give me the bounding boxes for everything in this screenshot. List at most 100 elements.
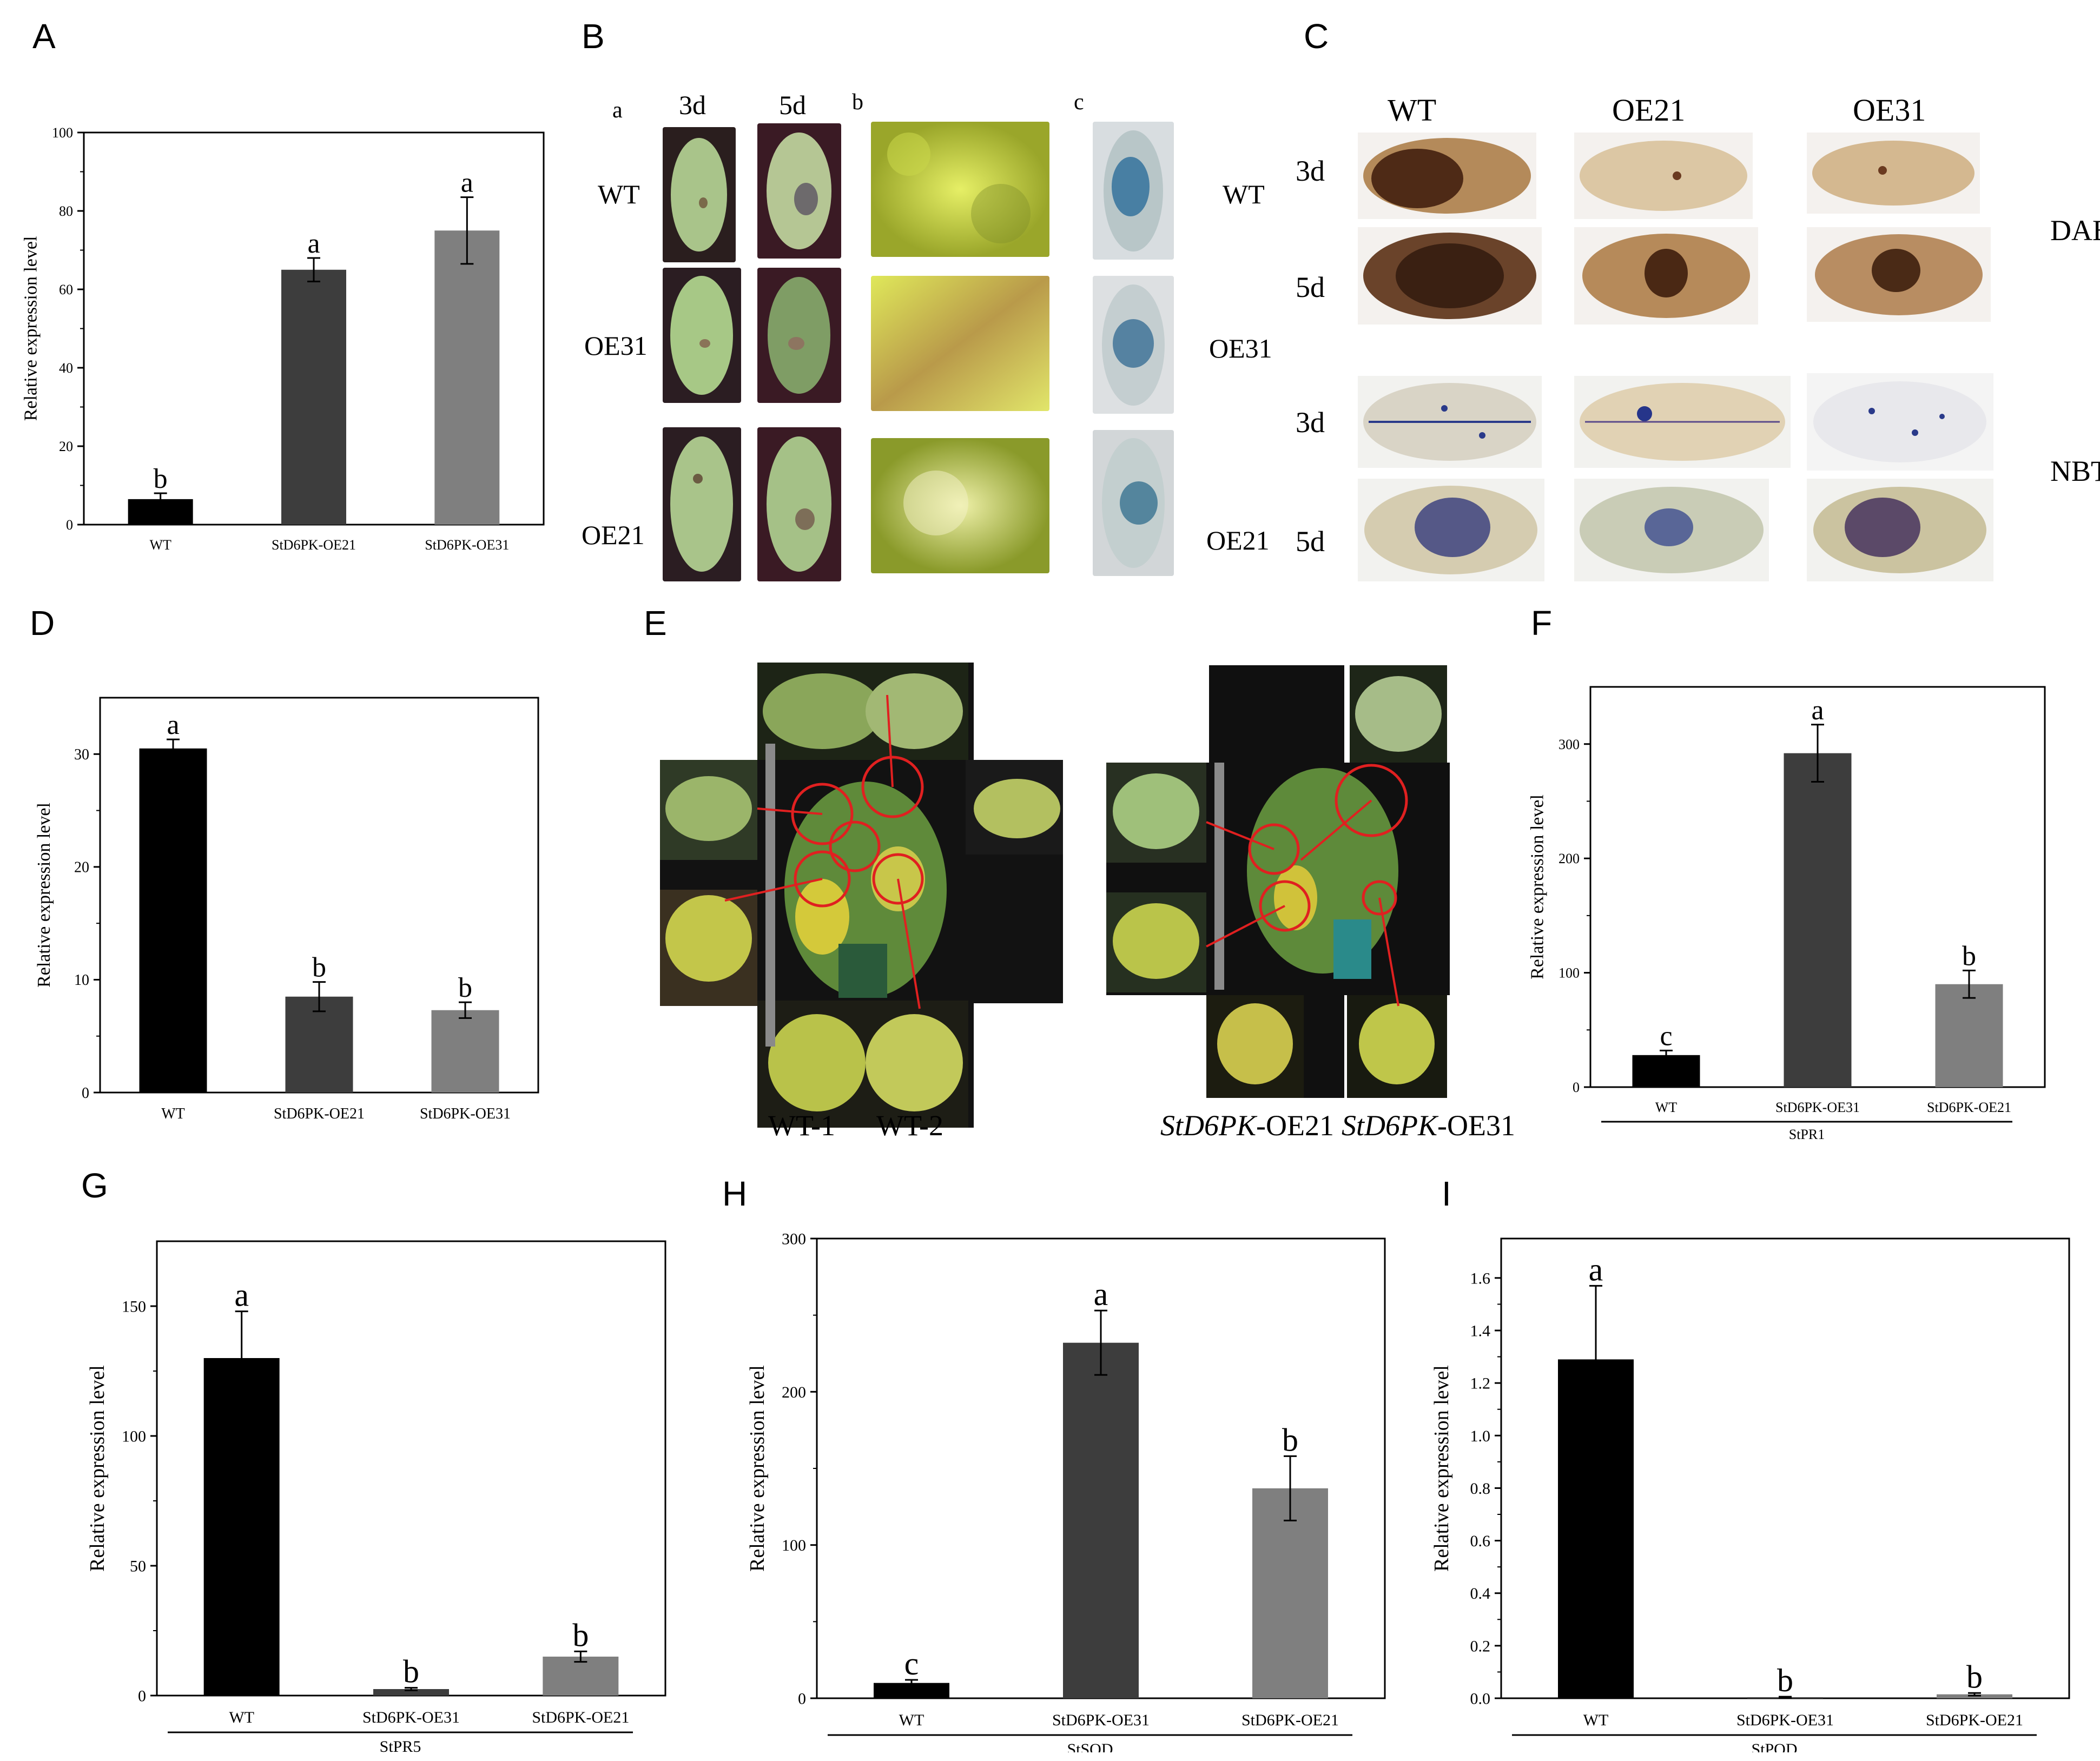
category-label-h: WT (899, 1711, 924, 1729)
nbt-leaf-oe21-3d (1574, 376, 1791, 468)
significance-letter-a: b (154, 464, 168, 494)
panel-c-row-3d-a: 3d (1296, 155, 1325, 187)
plant-label-oe31-line: -OE31 (1437, 1109, 1515, 1142)
panel-label-c: C (1304, 17, 1329, 56)
y-tick-label-f: 300 (1559, 737, 1580, 752)
panel-c-col-wt: WT (1388, 92, 1437, 128)
y-tick-label-a: 40 (59, 360, 73, 376)
chart-i: 0.0 0.2 0.4 0.6 0.8 1.0 1.2 1.4 1.6 Relative expr… (1430, 1237, 2070, 1752)
dab-leaf-oe21-3d (1574, 133, 1753, 219)
y-tick-label-a: 20 (59, 439, 73, 454)
category-label-g: StD6PK-OE31 (362, 1709, 460, 1726)
bar-g-1 (203, 1358, 280, 1696)
significance-letter-g: a (234, 1277, 249, 1313)
panel-b-row-oe31: OE31 (584, 330, 648, 361)
significance-letter-h: a (1094, 1276, 1108, 1312)
y-tick-label-i: 1.4 (1470, 1322, 1491, 1340)
nbt-leaf-oe21-5d (1574, 479, 1769, 581)
y-tick-label-i: 0.0 (1470, 1690, 1491, 1708)
panel-b-sub-a: a (612, 98, 623, 123)
micrograph-oe31 (871, 276, 1049, 411)
y-tick-label-d: 20 (74, 859, 89, 876)
panel-b-row-oe21: OE21 (582, 520, 645, 550)
plant-label-oe21-gene: StD6PK (1160, 1109, 1257, 1142)
category-label-d: WT (161, 1105, 185, 1122)
significance-letter-a: a (461, 168, 473, 198)
y-axis-label-a: Relative expression level (21, 236, 41, 421)
y-tick-label-h: 200 (782, 1383, 806, 1401)
chart-f: 0 100 200 300 Relative expression level c WT a S… (1527, 686, 2046, 1142)
panel-b-sub-c: c (1074, 90, 1084, 115)
category-label-f: StD6PK-OE31 (1775, 1100, 1860, 1115)
stained-leaf-wt (1093, 122, 1174, 260)
panel-b-col-5d: 5d (779, 90, 806, 120)
y-tick-label-i: 0.8 (1470, 1480, 1491, 1498)
category-label-f: StD6PK-OE21 (1927, 1100, 2011, 1115)
significance-letter-i: b (1777, 1663, 1793, 1698)
plant-photo-wt (660, 663, 1063, 1128)
significance-letter-d: b (458, 972, 472, 1003)
y-axis-label-f: Relative expression level (1527, 795, 1547, 979)
plant-label-wt2: WT-2 (876, 1109, 943, 1142)
panel-label-b: B (582, 17, 605, 56)
y-tick-label-d: 30 (74, 746, 89, 763)
bar-g-3 (543, 1657, 619, 1696)
bar-h-3 (1252, 1488, 1328, 1698)
panel-label-h: H (722, 1174, 748, 1213)
dab-leaf-oe31-3d (1807, 133, 1980, 214)
dab-leaf-wt-3d (1358, 133, 1536, 219)
y-tick-label-g: 0 (138, 1687, 146, 1705)
stained-leaf-oe31 (1093, 276, 1174, 414)
panel-b-right-wt: WT (1223, 179, 1265, 209)
category-label-d: StD6PK-OE21 (274, 1105, 365, 1122)
category-label-g: WT (229, 1709, 254, 1726)
category-label-d: StD6PK-OE31 (420, 1105, 511, 1122)
significance-letter-a: a (307, 228, 320, 259)
micrograph-wt (871, 122, 1049, 257)
panel-label-f: F (1531, 604, 1553, 643)
panel-c-row-5d-a: 5d (1296, 271, 1325, 303)
panel-b-sub-b: b (852, 90, 863, 115)
bar-g-2 (373, 1689, 449, 1696)
category-label-a: WT (149, 537, 171, 553)
x-axis-label-h: StSOD (1067, 1740, 1113, 1752)
panel-c-col-oe21: OE21 (1612, 92, 1686, 128)
leaf-photo-oe21-3d (663, 427, 741, 581)
category-label-f: WT (1655, 1100, 1678, 1115)
panel-b-row-wt: WT (598, 179, 640, 209)
y-axis-label-g: Relative expression level (86, 1365, 109, 1572)
plant-label-wt1: WT-1 (768, 1109, 835, 1142)
y-tick-label-g: 50 (130, 1558, 146, 1575)
x-axis-label-g: StPR5 (380, 1738, 421, 1752)
chart-h: 0 100 200 300 Relative expression level c WT a S… (746, 1230, 1386, 1752)
leaf-photo-wt-5d (757, 123, 841, 259)
panel-b-col-3d: 3d (679, 90, 706, 120)
x-axis-label-f: StPR1 (1789, 1127, 1825, 1142)
y-tick-label-g: 150 (122, 1298, 146, 1316)
y-tick-label-f: 0 (1573, 1080, 1580, 1095)
dab-leaf-wt-5d (1358, 227, 1542, 325)
significance-letter-f: c (1660, 1021, 1672, 1051)
plant-label-oe31-gene: StD6PK (1342, 1109, 1438, 1142)
y-tick-label-a: 0 (66, 517, 73, 533)
y-tick-label-i: 0.2 (1470, 1637, 1491, 1655)
significance-letter-h: b (1282, 1422, 1298, 1458)
micrograph-oe21 (871, 438, 1049, 573)
significance-letter-f: a (1811, 695, 1824, 726)
panel-label-d: D (30, 604, 55, 643)
y-tick-label-d: 0 (82, 1085, 89, 1102)
y-tick-label-i: 0.4 (1470, 1585, 1491, 1603)
category-label-i: StD6PK-OE31 (1736, 1711, 1834, 1729)
y-tick-label-a: 100 (52, 125, 73, 141)
panel-label-g: G (81, 1166, 108, 1205)
stain-label-nbt: NBT (2050, 455, 2100, 487)
bar-d-3 (431, 1010, 499, 1093)
category-label-i: StD6PK-OE21 (1926, 1711, 2023, 1729)
y-tick-label-a: 60 (59, 282, 73, 297)
plant-photo-oe (1106, 665, 1450, 1098)
significance-letter-i: b (1966, 1659, 1983, 1694)
y-tick-label-f: 200 (1559, 851, 1580, 866)
significance-letter-g: b (572, 1617, 589, 1653)
category-label-h: StD6PK-OE31 (1052, 1711, 1150, 1729)
y-tick-label-f: 100 (1559, 965, 1580, 981)
